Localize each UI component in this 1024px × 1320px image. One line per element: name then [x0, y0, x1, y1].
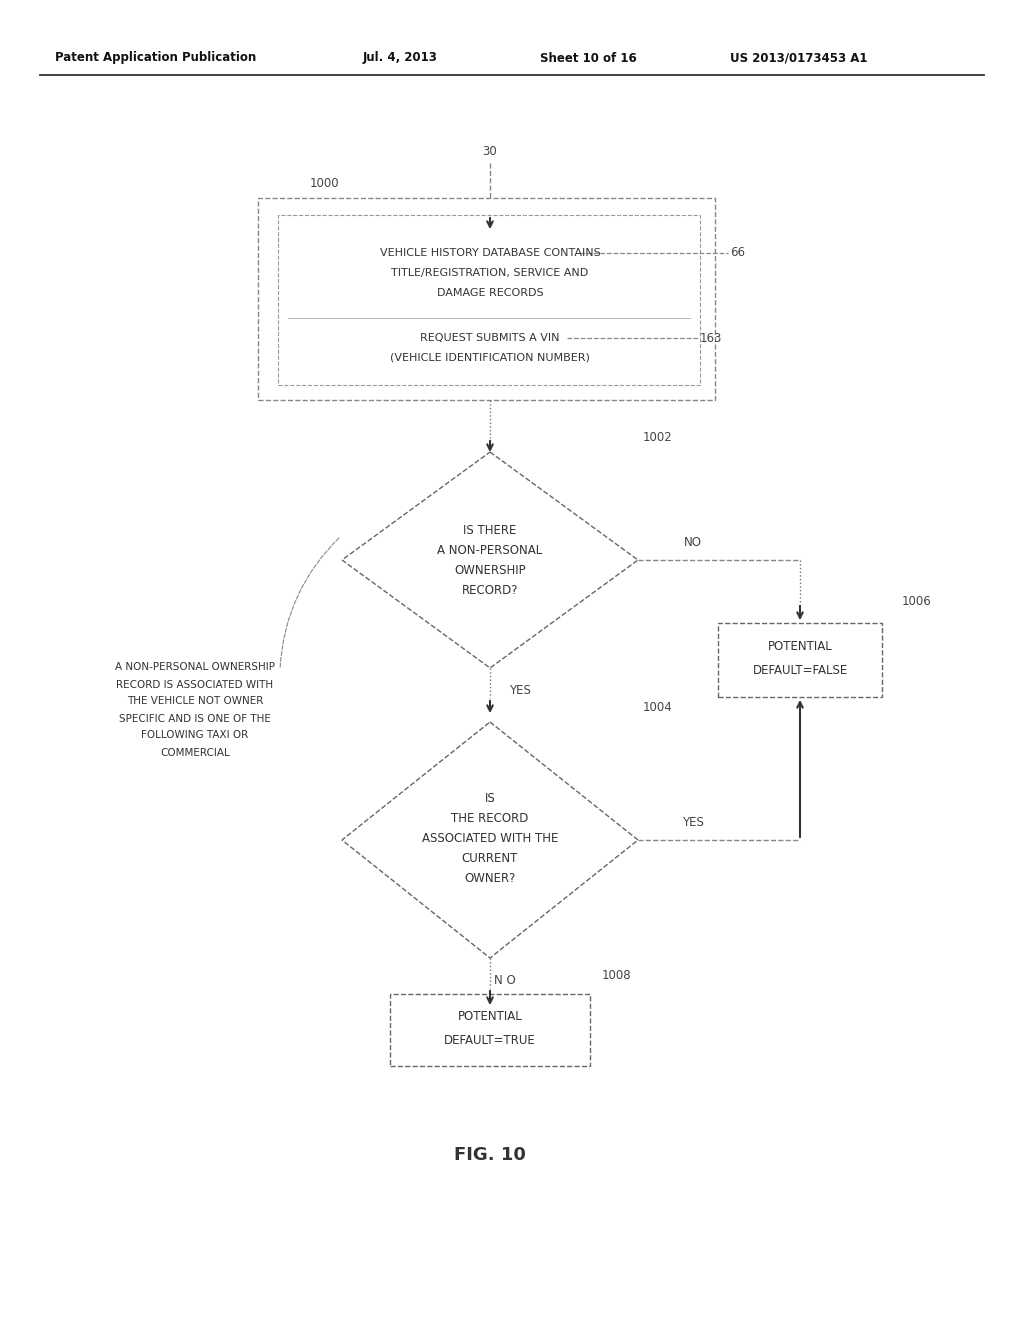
Text: YES: YES [682, 816, 703, 829]
Polygon shape [342, 722, 638, 958]
Text: REQUEST SUBMITS A VIN: REQUEST SUBMITS A VIN [420, 333, 560, 343]
Text: RECORD IS ASSOCIATED WITH: RECORD IS ASSOCIATED WITH [117, 680, 273, 689]
Text: SPECIFIC AND IS ONE OF THE: SPECIFIC AND IS ONE OF THE [119, 714, 271, 723]
Text: 30: 30 [482, 145, 498, 158]
Text: POTENTIAL: POTENTIAL [768, 639, 833, 652]
Text: DAMAGE RECORDS: DAMAGE RECORDS [436, 288, 544, 298]
Text: YES: YES [509, 684, 530, 697]
Text: NO: NO [684, 536, 702, 549]
Text: N O: N O [495, 974, 516, 986]
Text: CURRENT: CURRENT [462, 851, 518, 865]
Text: VEHICLE HISTORY DATABASE CONTAINS: VEHICLE HISTORY DATABASE CONTAINS [380, 248, 600, 257]
Text: A NON-PERSONAL OWNERSHIP: A NON-PERSONAL OWNERSHIP [115, 663, 275, 672]
Text: ASSOCIATED WITH THE: ASSOCIATED WITH THE [422, 832, 558, 845]
Text: IS THERE: IS THERE [463, 524, 517, 536]
Text: IS: IS [484, 792, 496, 804]
Text: RECORD?: RECORD? [462, 583, 518, 597]
Text: (VEHICLE IDENTIFICATION NUMBER): (VEHICLE IDENTIFICATION NUMBER) [390, 352, 590, 363]
FancyBboxPatch shape [718, 623, 882, 697]
Text: DEFAULT=FALSE: DEFAULT=FALSE [753, 664, 848, 676]
Text: 1000: 1000 [310, 177, 340, 190]
Text: OWNERSHIP: OWNERSHIP [455, 564, 525, 577]
Text: Sheet 10 of 16: Sheet 10 of 16 [540, 51, 637, 65]
Text: THE VEHICLE NOT OWNER: THE VEHICLE NOT OWNER [127, 697, 263, 706]
Text: 163: 163 [700, 331, 722, 345]
Text: 1006: 1006 [902, 595, 932, 609]
Text: FOLLOWING TAXI OR: FOLLOWING TAXI OR [141, 730, 249, 741]
Text: A NON-PERSONAL: A NON-PERSONAL [437, 544, 543, 557]
FancyBboxPatch shape [278, 215, 700, 385]
Text: COMMERCIAL: COMMERCIAL [160, 747, 229, 758]
Text: 1004: 1004 [643, 701, 673, 714]
Polygon shape [342, 451, 638, 668]
Text: Patent Application Publication: Patent Application Publication [55, 51, 256, 65]
Text: POTENTIAL: POTENTIAL [458, 1010, 522, 1023]
Text: DEFAULT=TRUE: DEFAULT=TRUE [444, 1034, 536, 1047]
Text: OWNER?: OWNER? [464, 871, 516, 884]
Text: 66: 66 [730, 247, 745, 260]
FancyBboxPatch shape [258, 198, 715, 400]
Text: 1002: 1002 [643, 432, 673, 444]
Text: THE RECORD: THE RECORD [452, 812, 528, 825]
Text: Jul. 4, 2013: Jul. 4, 2013 [362, 51, 438, 65]
Text: US 2013/0173453 A1: US 2013/0173453 A1 [730, 51, 867, 65]
Text: TITLE/REGISTRATION, SERVICE AND: TITLE/REGISTRATION, SERVICE AND [391, 268, 589, 279]
Text: FIG. 10: FIG. 10 [454, 1146, 526, 1164]
Text: 1008: 1008 [602, 969, 632, 982]
FancyBboxPatch shape [390, 994, 590, 1067]
